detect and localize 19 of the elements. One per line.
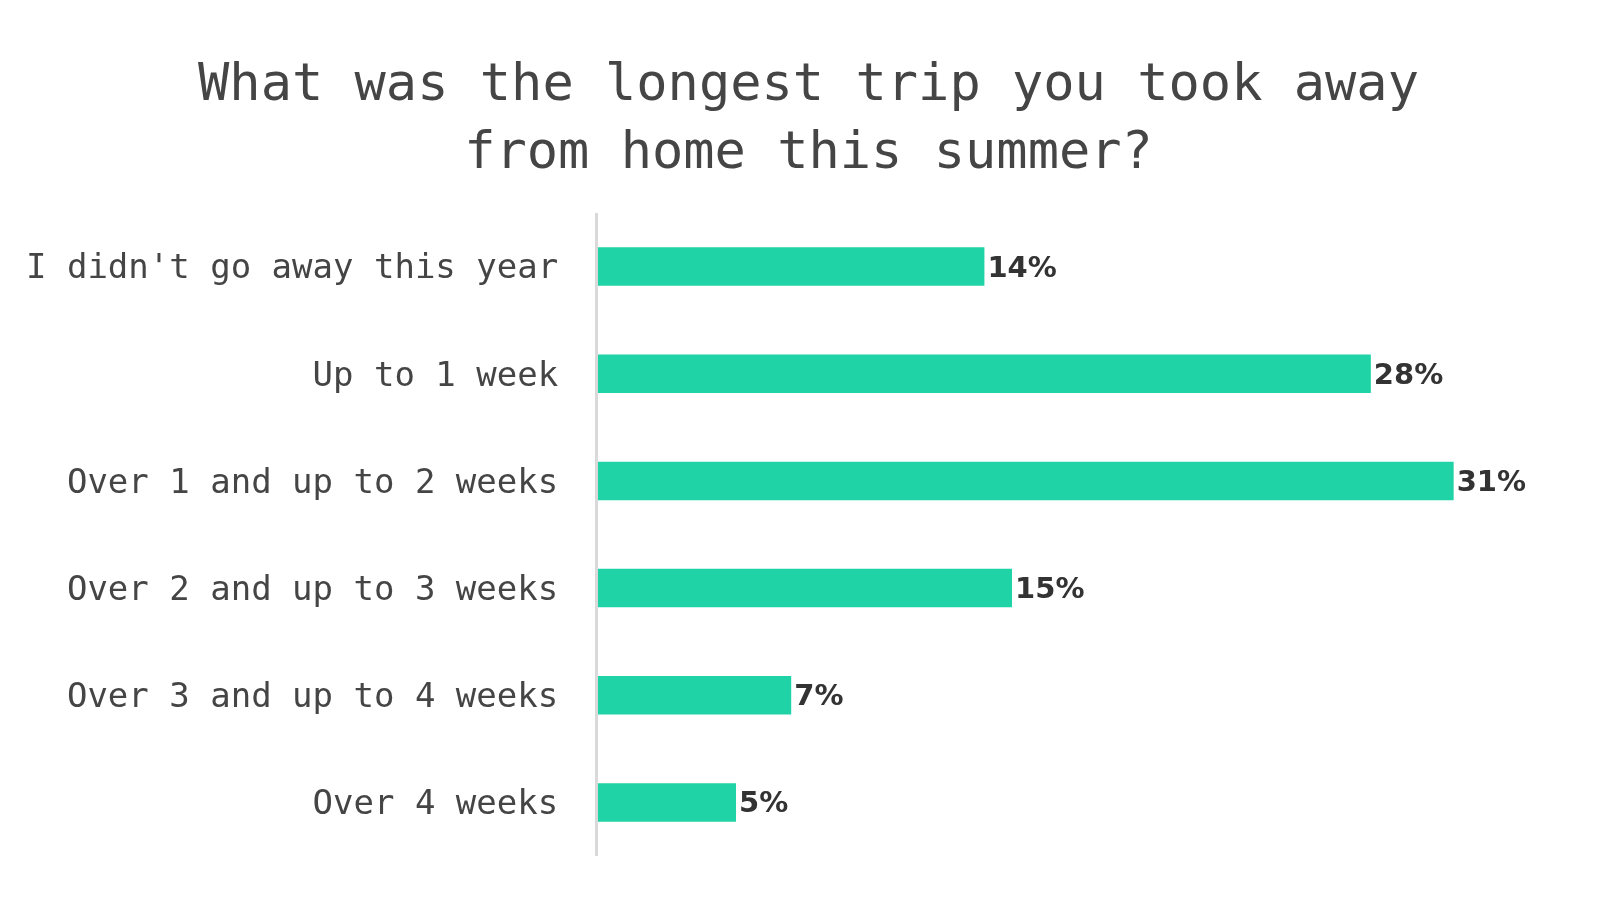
y-tick-label: Up to 1 week bbox=[312, 353, 559, 394]
data-label: 31% bbox=[1456, 463, 1527, 498]
y-tick-label: Over 2 and up to 3 weeks bbox=[66, 567, 559, 608]
data-label: 28% bbox=[1373, 356, 1444, 391]
bar bbox=[598, 783, 737, 822]
y-tick-label: Over 3 and up to 4 weeks bbox=[66, 675, 559, 716]
bar bbox=[598, 354, 1371, 394]
y-tick-label: Over 4 weeks bbox=[312, 782, 559, 823]
y-tick-label: I didn't go away this year bbox=[25, 246, 559, 287]
chart-title: What was the longest trip you took away from home this summer? bbox=[198, 51, 1419, 180]
data-label: 15% bbox=[1015, 571, 1085, 606]
data-label: 14% bbox=[987, 249, 1057, 284]
data-label: 5% bbox=[739, 785, 789, 820]
data-label: 7% bbox=[794, 678, 844, 713]
bar bbox=[598, 675, 792, 715]
y-tick-label: Over 1 and up to 2 weeks bbox=[66, 460, 559, 501]
bar bbox=[598, 247, 985, 286]
bar bbox=[598, 568, 1013, 608]
bar bbox=[598, 461, 1454, 501]
